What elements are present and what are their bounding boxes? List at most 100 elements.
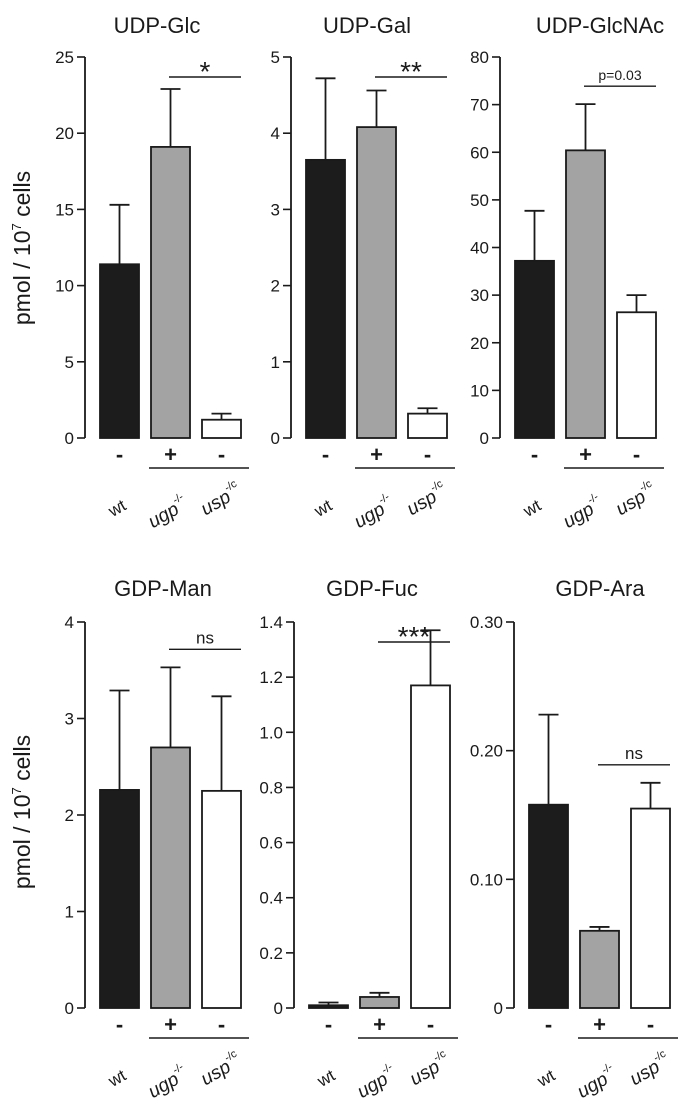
genotype-label-ugp: ugp-/- <box>143 491 192 533</box>
chart-title: UDP-GlcNAc <box>536 13 664 38</box>
y-axis-label-tail: cells <box>9 735 35 787</box>
y-tick-label: 0.4 <box>259 889 283 908</box>
y-tick-label: 2 <box>65 806 74 825</box>
y-tick-label: 0.20 <box>470 742 503 761</box>
bar-wt <box>514 259 555 439</box>
genotype-label-usp: usp-/c <box>405 1048 455 1090</box>
bar-usp <box>410 684 451 1009</box>
genotype-superscript: -/c <box>637 478 654 495</box>
y-tick-label: 0.8 <box>259 778 283 797</box>
y-tick-label: 20 <box>55 124 74 143</box>
genotype-label-wt: wt <box>104 1066 129 1092</box>
y-tick-label: 3 <box>271 200 280 219</box>
genotype-label-wt: wt <box>104 496 129 522</box>
genotype-label-usp: usp-/c <box>196 1048 246 1090</box>
y-tick-label: 0.6 <box>259 834 283 853</box>
bar-wt <box>99 789 140 1009</box>
y-axis-label-exponent: 7 <box>9 223 24 230</box>
bar-usp <box>201 789 242 1009</box>
bar-ugp <box>150 746 191 1009</box>
y-tick-label: 10 <box>55 277 74 296</box>
y-axis-label-text: pmol / 10 <box>9 231 35 326</box>
y-axis-label-text: pmol / 10 <box>9 795 35 890</box>
y-axis-label-bottom: pmol / 107 cells <box>9 735 35 889</box>
chart-title: GDP-Fuc <box>326 576 418 601</box>
bar-usp <box>630 807 671 1009</box>
y-axis-label-exponent: 7 <box>9 787 24 794</box>
y-tick-label: 50 <box>470 191 489 210</box>
category-label: - <box>218 1012 225 1037</box>
bar-ugp <box>359 996 400 1009</box>
genotype-label-usp: usp-/c <box>611 478 661 520</box>
genotype-superscript: -/c <box>222 478 239 495</box>
bar-usp <box>616 311 657 439</box>
genotype-superscript: -/c <box>651 1048 668 1065</box>
y-tick-label: 1.4 <box>259 613 283 632</box>
category-label: + <box>579 442 592 467</box>
category-label: - <box>116 1012 123 1037</box>
bar-usp <box>201 418 242 439</box>
category-label: - <box>116 442 123 467</box>
y-axis-label-tail: cells <box>9 171 35 223</box>
category-label: + <box>593 1012 606 1037</box>
y-tick-label: 15 <box>55 200 74 219</box>
y-tick-label: 4 <box>65 613 74 632</box>
y-tick-label: 70 <box>470 96 489 115</box>
y-tick-label: 0.2 <box>259 944 283 963</box>
chart-panel-udp-gal: UDP-Gal 0 1 2 3 4 5 - + - ** wt ugp-/- usp-/c <box>271 13 455 533</box>
bar-ugp <box>356 126 397 439</box>
genotype-label-wt: wt <box>310 496 335 522</box>
y-tick-label: 0 <box>271 429 280 448</box>
significance-label: ns <box>625 744 643 763</box>
y-tick-label: 20 <box>470 334 489 353</box>
category-label: - <box>325 1012 332 1037</box>
category-label: - <box>427 1012 434 1037</box>
chart-panel-gdp-ara: GDP-Ara 0 0.10 0.20 0.30 - + - ns wt ugp-/- usp-/c <box>470 576 678 1103</box>
chart-title: UDP-Glc <box>114 13 201 38</box>
bar-wt <box>528 803 569 1009</box>
category-label: - <box>424 442 431 467</box>
genotype-label-usp: usp-/c <box>196 478 246 520</box>
y-tick-label: 5 <box>65 353 74 372</box>
category-label: + <box>373 1012 386 1037</box>
bar-wt <box>305 158 346 439</box>
genotype-label-ugp: ugp-/- <box>558 491 607 533</box>
svg-text:pmol / 107 cells: pmol / 107 cells <box>9 735 35 889</box>
genotype-superscript: -/c <box>222 1048 239 1065</box>
bar-ugp <box>150 146 191 439</box>
y-tick-label: 80 <box>470 48 489 67</box>
bar-usp <box>407 412 448 439</box>
genotype-superscript: -/c <box>431 1048 448 1065</box>
y-tick-label: 30 <box>470 286 489 305</box>
category-label: - <box>647 1012 654 1037</box>
y-tick-label: 0 <box>480 429 489 448</box>
significance-label: ** <box>400 56 422 87</box>
y-tick-label: 2 <box>271 277 280 296</box>
chart-title: GDP-Man <box>114 576 212 601</box>
y-tick-label: 25 <box>55 48 74 67</box>
category-label: + <box>164 442 177 467</box>
chart-panel-udp-glcnac: UDP-GlcNAc 0 10 20 30 40 50 60 70 80 - + - p=0.03 wt ug… <box>470 13 664 533</box>
category-label: - <box>322 442 329 467</box>
category-label: - <box>531 442 538 467</box>
y-tick-label: 40 <box>470 239 489 258</box>
genotype-superscript: -/c <box>428 478 445 495</box>
significance-label: p=0.03 <box>598 67 641 83</box>
y-tick-label: 5 <box>271 48 280 67</box>
bar-wt <box>99 263 140 439</box>
y-axis-label-top: pmol / 107 cells <box>9 171 35 325</box>
significance-label: *** <box>398 621 431 652</box>
genotype-label-ugp: ugp-/- <box>572 1061 621 1103</box>
y-tick-label: 0.30 <box>470 613 503 632</box>
chart-panel-udp-glc: UDP-Glc 0 5 10 15 20 25 - + - * wt ugp-/- usp-/c <box>55 13 249 533</box>
category-label: - <box>633 442 640 467</box>
genotype-label-wt: wt <box>313 1066 338 1092</box>
y-tick-label: 1.0 <box>259 723 283 742</box>
chart-panel-gdp-man: GDP-Man 0 1 2 3 4 - + - ns wt ugp-/- usp-/c <box>65 576 249 1103</box>
y-tick-label: 3 <box>65 710 74 729</box>
significance-label: ns <box>196 628 214 647</box>
bar-ugp <box>565 149 606 439</box>
chart-panel-gdp-fuc: GDP-Fuc 0 0.2 0.4 0.6 0.8 1.0 1.2 1.4 - + - *** wt ugp… <box>259 576 458 1103</box>
genotype-label-wt: wt <box>533 1066 558 1092</box>
